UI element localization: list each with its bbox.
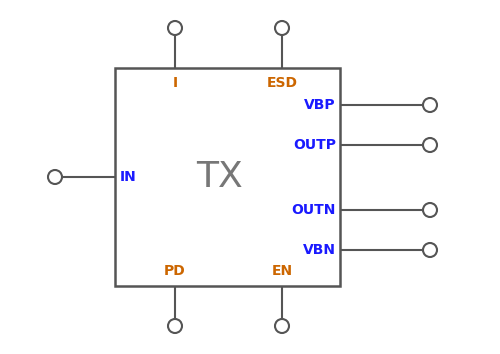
Text: PD: PD	[164, 264, 186, 278]
Text: TX: TX	[196, 160, 244, 194]
Text: OUTP: OUTP	[293, 138, 336, 152]
Text: ESD: ESD	[266, 76, 298, 90]
Text: IN: IN	[120, 170, 137, 184]
Text: OUTN: OUTN	[292, 203, 336, 217]
Polygon shape	[115, 68, 340, 286]
Text: I: I	[172, 76, 178, 90]
Text: EN: EN	[272, 264, 292, 278]
Text: VBN: VBN	[303, 243, 336, 257]
Text: VBP: VBP	[304, 98, 336, 112]
